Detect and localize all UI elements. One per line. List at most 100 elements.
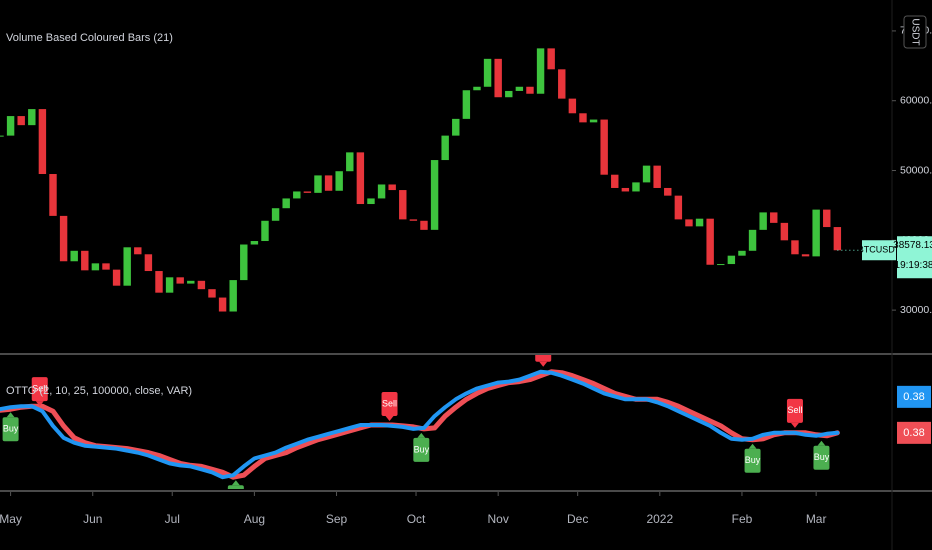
x-tick-label: Jun xyxy=(83,512,102,526)
value-box xyxy=(897,385,931,408)
candle-body xyxy=(155,271,163,293)
candle-body xyxy=(356,152,365,205)
signal-label: Sell xyxy=(382,398,397,408)
candle-body xyxy=(165,277,174,293)
buy-signal: Buy xyxy=(2,412,19,442)
value-label: 0.38 xyxy=(903,427,924,439)
candle-body xyxy=(314,175,322,193)
candle-body xyxy=(589,119,598,123)
sell-signal: Sell xyxy=(31,377,48,407)
currency-button[interactable] xyxy=(903,15,927,49)
candle-body xyxy=(282,198,290,209)
candle-body xyxy=(462,90,471,119)
candle-body xyxy=(367,198,375,205)
price-pane xyxy=(0,48,891,312)
candle-body xyxy=(547,48,555,70)
sell-signal: Sell xyxy=(786,398,803,428)
candle-body xyxy=(621,187,630,192)
signal-label: Buy xyxy=(814,452,830,462)
candle-body xyxy=(261,220,269,242)
x-tick-label: Oct xyxy=(407,512,426,526)
candle-body xyxy=(293,191,301,199)
candle-body xyxy=(833,227,842,251)
candle-body xyxy=(6,116,15,136)
signal-box xyxy=(813,445,830,470)
candle-body xyxy=(801,254,810,257)
candle-body xyxy=(430,160,439,230)
candle-body xyxy=(335,171,343,191)
indicator-title: OTTO (2, 10, 25, 100000, close, VAR) xyxy=(6,385,192,397)
candle-body xyxy=(653,165,661,188)
signal-box xyxy=(744,448,761,473)
candle-body xyxy=(240,244,248,281)
signal-pointer xyxy=(35,401,44,407)
candle-body xyxy=(197,280,206,290)
price-label: 38578.13 xyxy=(893,240,932,251)
candle-body xyxy=(324,175,333,191)
price-box xyxy=(897,236,932,279)
candle-body xyxy=(218,297,227,312)
sell-signal: Sell xyxy=(535,355,552,367)
candle-body xyxy=(494,58,502,98)
signal-pointer xyxy=(539,361,548,367)
signal-label: Sell xyxy=(32,384,47,394)
candle-body xyxy=(38,109,47,175)
candle-body xyxy=(59,215,68,262)
candle-body xyxy=(568,98,577,114)
x-tick-label: Dec xyxy=(567,512,588,526)
signal-box xyxy=(2,417,19,442)
signal-pointer xyxy=(6,412,15,418)
candle-body xyxy=(505,90,513,98)
candle-body xyxy=(377,184,386,199)
candle-body xyxy=(388,184,396,191)
signal-pointer xyxy=(790,422,799,428)
currency-label[interactable]: USDT xyxy=(909,18,920,45)
y-tick-label: 50000.00 xyxy=(900,164,932,176)
candle-body xyxy=(536,48,545,94)
signal-label: Buy xyxy=(414,444,430,454)
candle-body xyxy=(303,191,312,193)
candle-body xyxy=(17,116,25,126)
y-tick-label: 30000.00 xyxy=(900,304,932,316)
candle-body xyxy=(632,182,640,192)
candle-body xyxy=(229,280,237,312)
x-tick-label: Sep xyxy=(326,512,348,526)
candle-body xyxy=(695,218,704,227)
candle-body xyxy=(28,109,36,126)
buy-signal: Buy xyxy=(227,480,244,489)
value-box xyxy=(897,421,931,444)
signal-box xyxy=(31,377,48,402)
signal-pointer xyxy=(817,440,826,446)
signal-label: Buy xyxy=(3,424,19,434)
candle-body xyxy=(812,209,820,257)
candle-body xyxy=(123,247,131,286)
candle-body xyxy=(823,209,831,228)
candle-body xyxy=(49,174,57,216)
candle-body xyxy=(717,264,725,266)
candle-body xyxy=(208,289,216,298)
candle-body xyxy=(134,247,142,255)
buy-signal: Buy xyxy=(813,440,830,470)
candle-body xyxy=(409,219,418,221)
indicator-pane: Buy Sell Buy Sell Buy Sell Buy Sell Buy xyxy=(0,355,840,489)
buy-signal: Buy xyxy=(413,432,430,462)
candle-body xyxy=(600,119,608,175)
symbol-box xyxy=(862,240,896,261)
candle-body xyxy=(706,218,714,265)
signal-box xyxy=(227,485,244,489)
x-tick-label: May xyxy=(0,512,22,526)
candle-body xyxy=(483,58,492,87)
x-tick-label: Aug xyxy=(244,512,265,526)
indicator-title: Volume Based Coloured Bars (21) xyxy=(6,32,173,44)
signal-box xyxy=(413,437,430,462)
candle-body xyxy=(81,250,89,271)
signal-label: Sell xyxy=(787,405,802,415)
y-tick-label: 60000.00 xyxy=(900,95,932,107)
buy-signal: Buy xyxy=(744,443,761,473)
signal-pointer xyxy=(417,432,426,438)
indicator-line xyxy=(0,369,840,480)
sell-signal: Sell xyxy=(381,391,398,421)
candle-body xyxy=(144,254,153,272)
